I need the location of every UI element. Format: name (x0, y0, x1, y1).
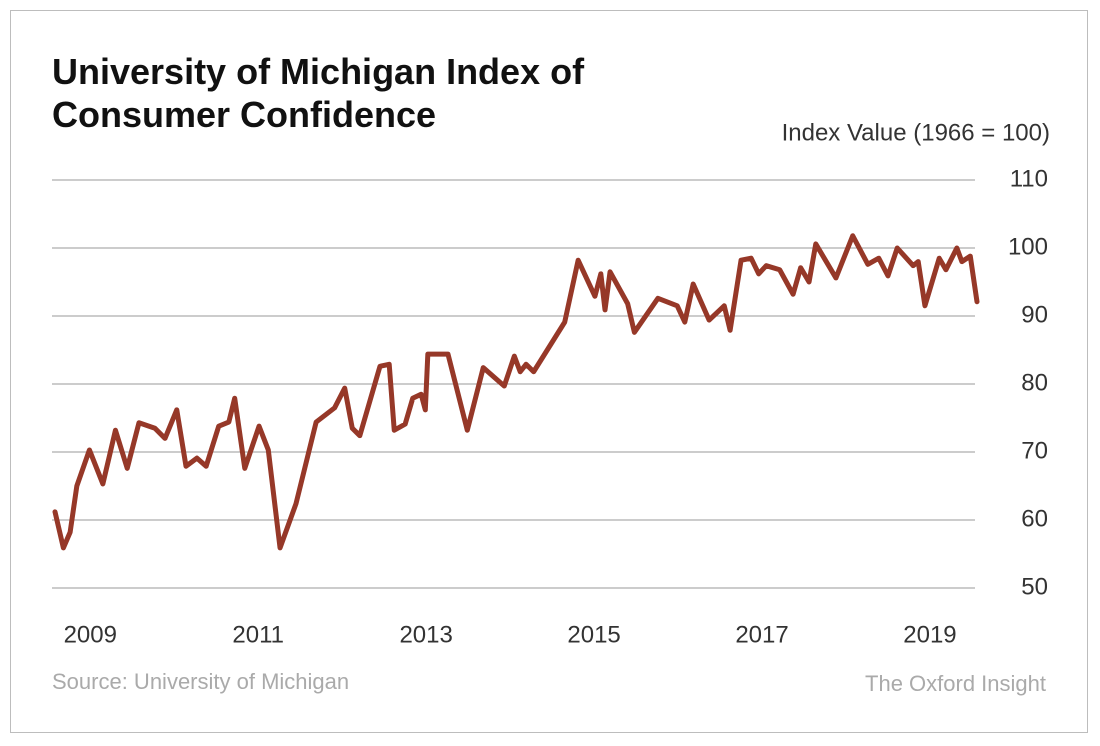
y-tick-label: 50 (1021, 573, 1048, 600)
y-tick-label: 100 (1008, 233, 1048, 260)
x-tick-label: 2015 (567, 621, 620, 648)
x-tick-label: 2009 (64, 621, 117, 648)
y-tick-label: 80 (1021, 369, 1048, 396)
y-tick-label: 90 (1021, 301, 1048, 328)
x-tick-label: 2011 (232, 621, 284, 648)
x-tick-label: 2013 (399, 621, 452, 648)
x-tick-label: 2017 (735, 621, 788, 648)
source: Source: University of Michigan (52, 669, 349, 694)
x-tick-label: 2019 (903, 621, 956, 648)
frame (10, 10, 1088, 733)
y-tick-label: 60 (1021, 505, 1048, 532)
chart-title: University of Michigan Index of Consumer… (52, 51, 585, 135)
data-line (52, 233, 980, 551)
y-tick-label: 110 (1010, 165, 1048, 192)
y-axis-label: Index Value (1966 = 100) (782, 119, 1050, 146)
y-tick-label: 70 (1021, 437, 1048, 464)
publisher: The Oxford Insight (865, 671, 1046, 696)
